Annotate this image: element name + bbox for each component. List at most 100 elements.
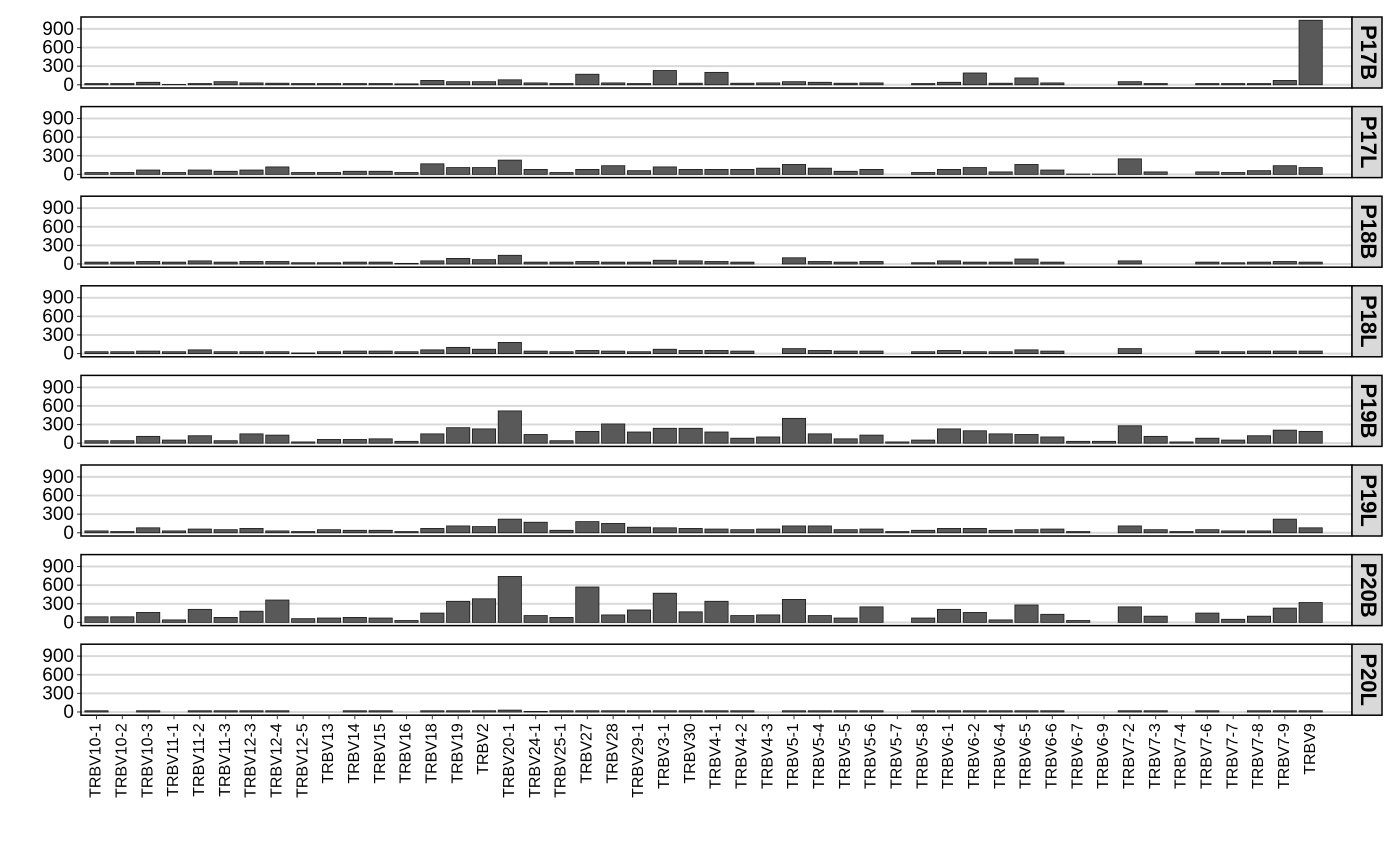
bar	[859, 606, 884, 623]
bar	[1143, 83, 1168, 86]
bar	[110, 172, 135, 175]
bar	[368, 350, 393, 354]
bar	[936, 81, 962, 86]
bar	[136, 81, 161, 86]
bar	[1298, 261, 1323, 265]
bar	[781, 417, 807, 444]
strip-label: P17B	[1356, 25, 1381, 80]
x-tick-label: TRBV10-2	[114, 723, 131, 798]
bar	[885, 441, 910, 444]
bar	[110, 83, 135, 86]
bar	[781, 525, 807, 534]
bar	[833, 170, 858, 175]
bar	[239, 82, 264, 86]
bar	[394, 83, 419, 86]
bar	[1195, 261, 1220, 265]
bar	[1272, 261, 1297, 265]
x-tick-label: TRBV9	[1302, 723, 1319, 775]
x-tick-label: TRBV12-3	[243, 723, 260, 798]
bar	[962, 261, 987, 265]
bar	[1272, 80, 1297, 86]
x-tick-label: TRBV5-5	[837, 723, 854, 789]
bar	[549, 710, 574, 713]
bar	[1040, 350, 1065, 354]
bar	[420, 80, 445, 86]
bar	[962, 167, 987, 175]
bar	[471, 428, 497, 444]
strip	[1351, 374, 1383, 448]
y-tick-label: 600	[42, 127, 74, 148]
bar	[962, 710, 987, 713]
bar	[756, 167, 781, 175]
y-tick-label: 900	[42, 557, 74, 578]
x-tick-label: TRBV4-1	[708, 723, 725, 789]
bar	[859, 261, 884, 265]
y-tick-label: 300	[42, 146, 74, 167]
bar	[471, 259, 497, 265]
bar	[523, 521, 548, 534]
bar	[962, 430, 987, 444]
bar	[497, 576, 522, 623]
bar	[110, 351, 135, 354]
y-tick-label: 600	[42, 665, 74, 686]
y-tick-label: 0	[63, 523, 74, 544]
bar	[1195, 171, 1220, 175]
x-tick-label: TRBV5-7	[889, 723, 906, 789]
panel-border	[80, 285, 1353, 358]
bar	[1246, 350, 1272, 354]
x-tick-label: TRBV4-3	[759, 723, 776, 789]
bar	[342, 439, 367, 444]
x-tick-label: TRBV11-1	[165, 723, 182, 797]
bar	[161, 351, 187, 354]
bar	[497, 159, 522, 175]
bar	[1014, 529, 1039, 534]
bar	[291, 172, 316, 175]
bar	[601, 165, 626, 175]
x-tick-label: TRBV6-7	[1069, 723, 1086, 789]
bar	[1298, 527, 1323, 534]
panel-border	[80, 464, 1353, 537]
bar	[446, 710, 471, 713]
bar	[1298, 19, 1323, 86]
bar	[704, 261, 729, 265]
bar	[420, 528, 445, 534]
bar	[187, 169, 212, 175]
bar	[652, 710, 677, 713]
panel-border	[80, 643, 1353, 716]
bar	[1221, 172, 1246, 175]
bar	[1040, 169, 1065, 175]
y-tick-label: 600	[42, 575, 74, 596]
strip-label: P20L	[1356, 653, 1381, 706]
bar	[523, 169, 548, 175]
bar	[342, 261, 367, 265]
bar	[291, 352, 316, 354]
bar	[1246, 710, 1272, 713]
bar	[626, 609, 652, 623]
bar	[368, 261, 393, 265]
bar	[1195, 437, 1220, 444]
x-tick-label: TRBV5-6	[863, 723, 880, 789]
x-tick-label: TRBV30	[682, 723, 699, 784]
x-tick-label: TRBV4-2	[734, 723, 751, 789]
y-tick-label: 300	[42, 235, 74, 256]
bar	[291, 618, 316, 623]
strip-label: P19L	[1356, 474, 1381, 527]
bar	[213, 440, 238, 444]
bar	[988, 433, 1013, 444]
bar	[84, 83, 109, 86]
bar	[549, 351, 574, 354]
bar	[446, 81, 471, 86]
x-tick-label: TRBV7-2	[1121, 723, 1138, 789]
x-tick-label: TRBV5-1	[785, 723, 802, 789]
bar	[342, 710, 367, 713]
bar	[342, 529, 367, 534]
bar	[471, 526, 497, 534]
bar	[704, 71, 729, 86]
bar	[316, 172, 342, 175]
bar	[316, 529, 342, 534]
bar	[420, 710, 445, 713]
bar	[187, 710, 212, 713]
bar	[497, 410, 522, 444]
x-tick-label: TRBV7-3	[1147, 723, 1164, 789]
